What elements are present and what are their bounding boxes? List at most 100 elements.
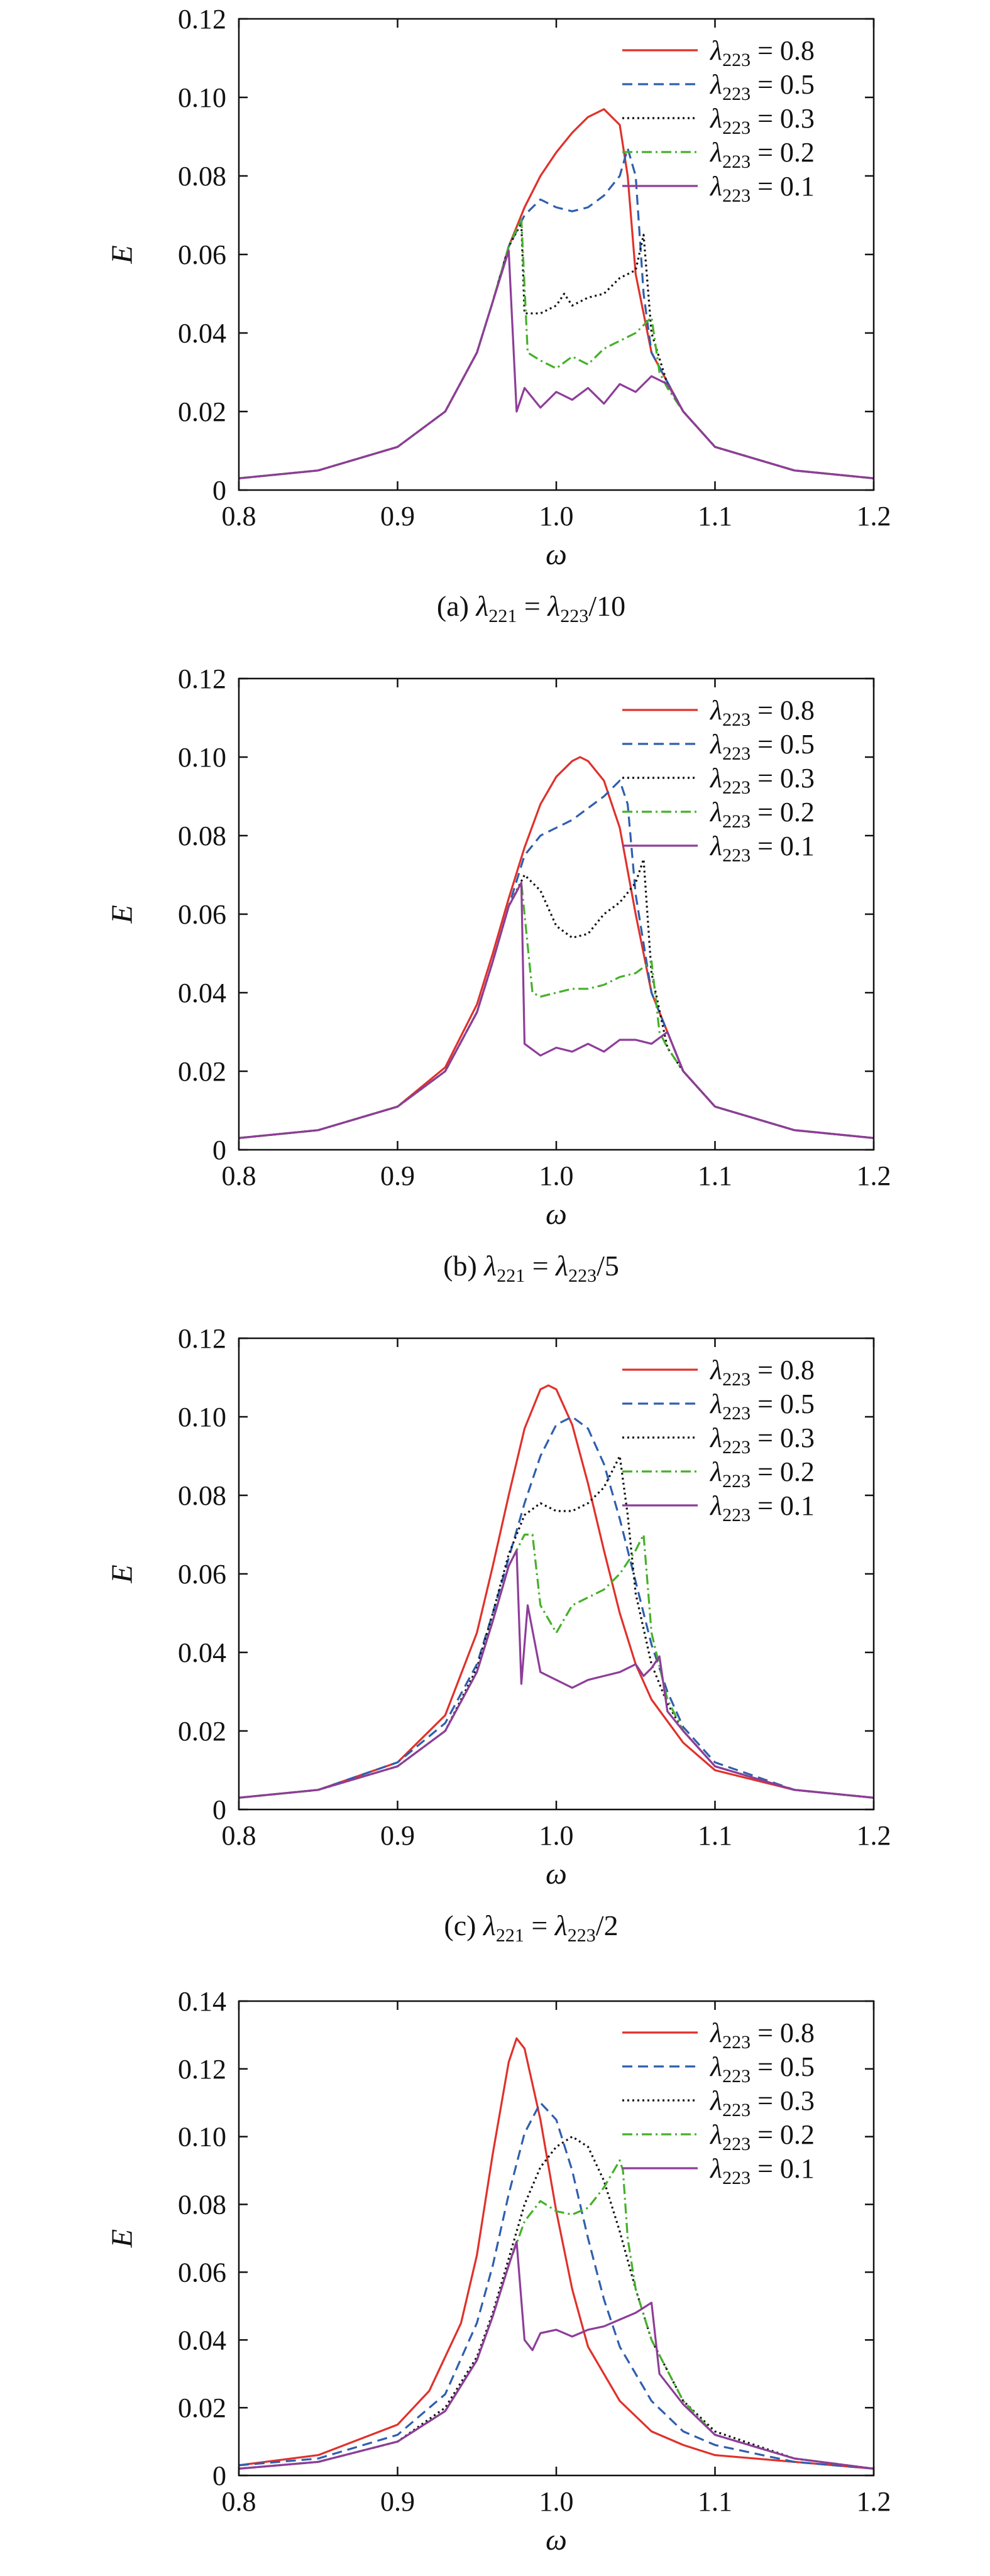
legend-eq: = — [751, 729, 780, 760]
legend-lambda-symbol: λ — [709, 1490, 722, 1521]
series-line-0.8 — [239, 2037, 874, 2470]
legend-eq: = — [751, 1490, 780, 1521]
legend-value: 0.3 — [780, 2085, 815, 2116]
x-axis-label: ω — [546, 538, 567, 571]
series-line-0.1 — [239, 2240, 874, 2470]
legend-lambda-symbol: λ — [709, 2119, 722, 2150]
legend-lambda-symbol: λ — [709, 1456, 722, 1487]
x-tick-label: 1.1 — [698, 1820, 732, 1851]
y-tick-label: 0.04 — [178, 318, 226, 349]
legend-label-0.2: λ223 = 0.2 — [709, 797, 815, 832]
legend-value: 0.8 — [780, 695, 815, 726]
y-tick-label: 0.12 — [178, 2054, 226, 2085]
legend-subscript: 223 — [722, 777, 751, 798]
y-tick-label: 0.08 — [178, 1480, 226, 1511]
legend-eq: = — [751, 2119, 780, 2150]
caption-lambda: λ — [482, 1909, 496, 1941]
legend-lambda-symbol: λ — [709, 171, 722, 202]
legend-subscript: 223 — [722, 84, 751, 104]
y-tick-label: 0.06 — [178, 239, 226, 270]
legend-label-0.8: λ223 = 0.8 — [709, 695, 815, 730]
legend-lambda-symbol: λ — [709, 137, 722, 168]
y-tick-label: 0.08 — [178, 821, 226, 851]
series-line-0.2 — [239, 218, 874, 479]
legend-eq: = — [751, 797, 780, 827]
caption-sub: 221 — [488, 606, 517, 626]
y-tick-label: 0.12 — [178, 663, 226, 694]
legend-label-0.5: λ223 = 0.5 — [709, 1389, 815, 1424]
series-line-0.3 — [239, 858, 874, 1139]
x-axis-label: ω — [546, 2523, 567, 2557]
legend-subscript: 223 — [722, 845, 751, 866]
legend-eq: = — [751, 69, 780, 100]
legend-subscript: 223 — [722, 1403, 751, 1424]
caption-lambda: λ — [554, 1250, 568, 1282]
x-tick-label: 0.8 — [222, 1820, 256, 1851]
caption-eq: = — [524, 1909, 555, 1941]
x-tick-label: 1.0 — [539, 1160, 574, 1191]
caption-eq: = — [525, 1250, 556, 1282]
legend-subscript: 223 — [722, 1437, 751, 1458]
legend-label-0.8: λ223 = 0.8 — [709, 2017, 815, 2053]
legend-lambda-symbol: λ — [709, 103, 722, 134]
legend-subscript: 223 — [722, 2032, 751, 2053]
y-tick-label: 0.14 — [178, 1986, 226, 2017]
series-line-0.1 — [239, 249, 874, 479]
x-tick-label: 0.9 — [380, 501, 415, 532]
legend-eq: = — [751, 2017, 780, 2048]
x-tick-label: 1.2 — [857, 1820, 891, 1851]
y-tick-label: 0 — [212, 475, 226, 506]
y-tick-label: 0.08 — [178, 161, 226, 192]
legend-lambda-symbol: λ — [709, 2017, 722, 2048]
chart-panel-b: 0.8 0.9 1.0 1.1 1.200.020.040.060.080.100.12… — [106, 663, 891, 1286]
series-line-0.5 — [239, 1416, 874, 1799]
y-tick-label: 0 — [212, 2460, 226, 2491]
legend-value: 0.2 — [780, 2119, 815, 2150]
caption-lambda: λ — [546, 590, 560, 622]
legend-lambda-symbol: λ — [709, 1389, 722, 1419]
legend-subscript: 223 — [722, 2066, 751, 2087]
series-line-0.5 — [239, 2102, 874, 2470]
legend-label-0.8: λ223 = 0.8 — [709, 1355, 815, 1390]
caption-prefix: (c) — [444, 1909, 483, 1941]
legend-subscript: 223 — [722, 50, 751, 70]
caption-suffix: /5 — [597, 1250, 619, 1282]
legend-value: 0.1 — [780, 831, 815, 861]
x-tick-label: 0.9 — [380, 1160, 415, 1191]
x-tick-label: 0.9 — [380, 2486, 415, 2517]
legend-value: 0.2 — [780, 137, 815, 168]
legend-lambda-symbol: λ — [709, 69, 722, 100]
y-axis-label: E — [106, 2229, 139, 2248]
series-line-0.3 — [239, 222, 874, 479]
y-tick-label: 0.10 — [178, 82, 226, 113]
caption-lambda: λ — [554, 1909, 568, 1941]
legend-label-0.1: λ223 = 0.1 — [709, 831, 815, 866]
legend-value: 0.1 — [780, 1490, 815, 1521]
legend-value: 0.8 — [780, 35, 815, 66]
legend-subscript: 223 — [722, 1369, 751, 1390]
x-tick-label: 1.2 — [857, 1160, 891, 1191]
legend-label-0.5: λ223 = 0.5 — [709, 729, 815, 764]
caption-lambda: λ — [475, 590, 488, 622]
legend-lambda-symbol: λ — [709, 35, 722, 66]
x-tick-label: 0.8 — [222, 1160, 256, 1191]
x-tick-label: 0.8 — [222, 2486, 256, 2517]
legend-eq: = — [751, 2153, 780, 2184]
caption-sub: 223 — [568, 1925, 596, 1946]
legend-value: 0.2 — [780, 1456, 815, 1487]
legend-subscript: 223 — [722, 117, 751, 138]
legend-label-0.1: λ223 = 0.1 — [709, 1490, 815, 1525]
legend-lambda-symbol: λ — [709, 2153, 722, 2184]
legend-value: 0.5 — [780, 2051, 815, 2082]
caption-prefix: (a) — [437, 590, 476, 622]
legend-lambda-symbol: λ — [709, 2051, 722, 2082]
caption-sub: 221 — [496, 1925, 524, 1946]
legend-value: 0.5 — [780, 69, 815, 100]
y-tick-label: 0.10 — [178, 2122, 226, 2153]
legend-value: 0.8 — [780, 1355, 815, 1385]
legend-subscript: 223 — [722, 185, 751, 206]
y-tick-label: 0.06 — [178, 899, 226, 930]
legend-label-0.3: λ223 = 0.3 — [709, 103, 815, 138]
